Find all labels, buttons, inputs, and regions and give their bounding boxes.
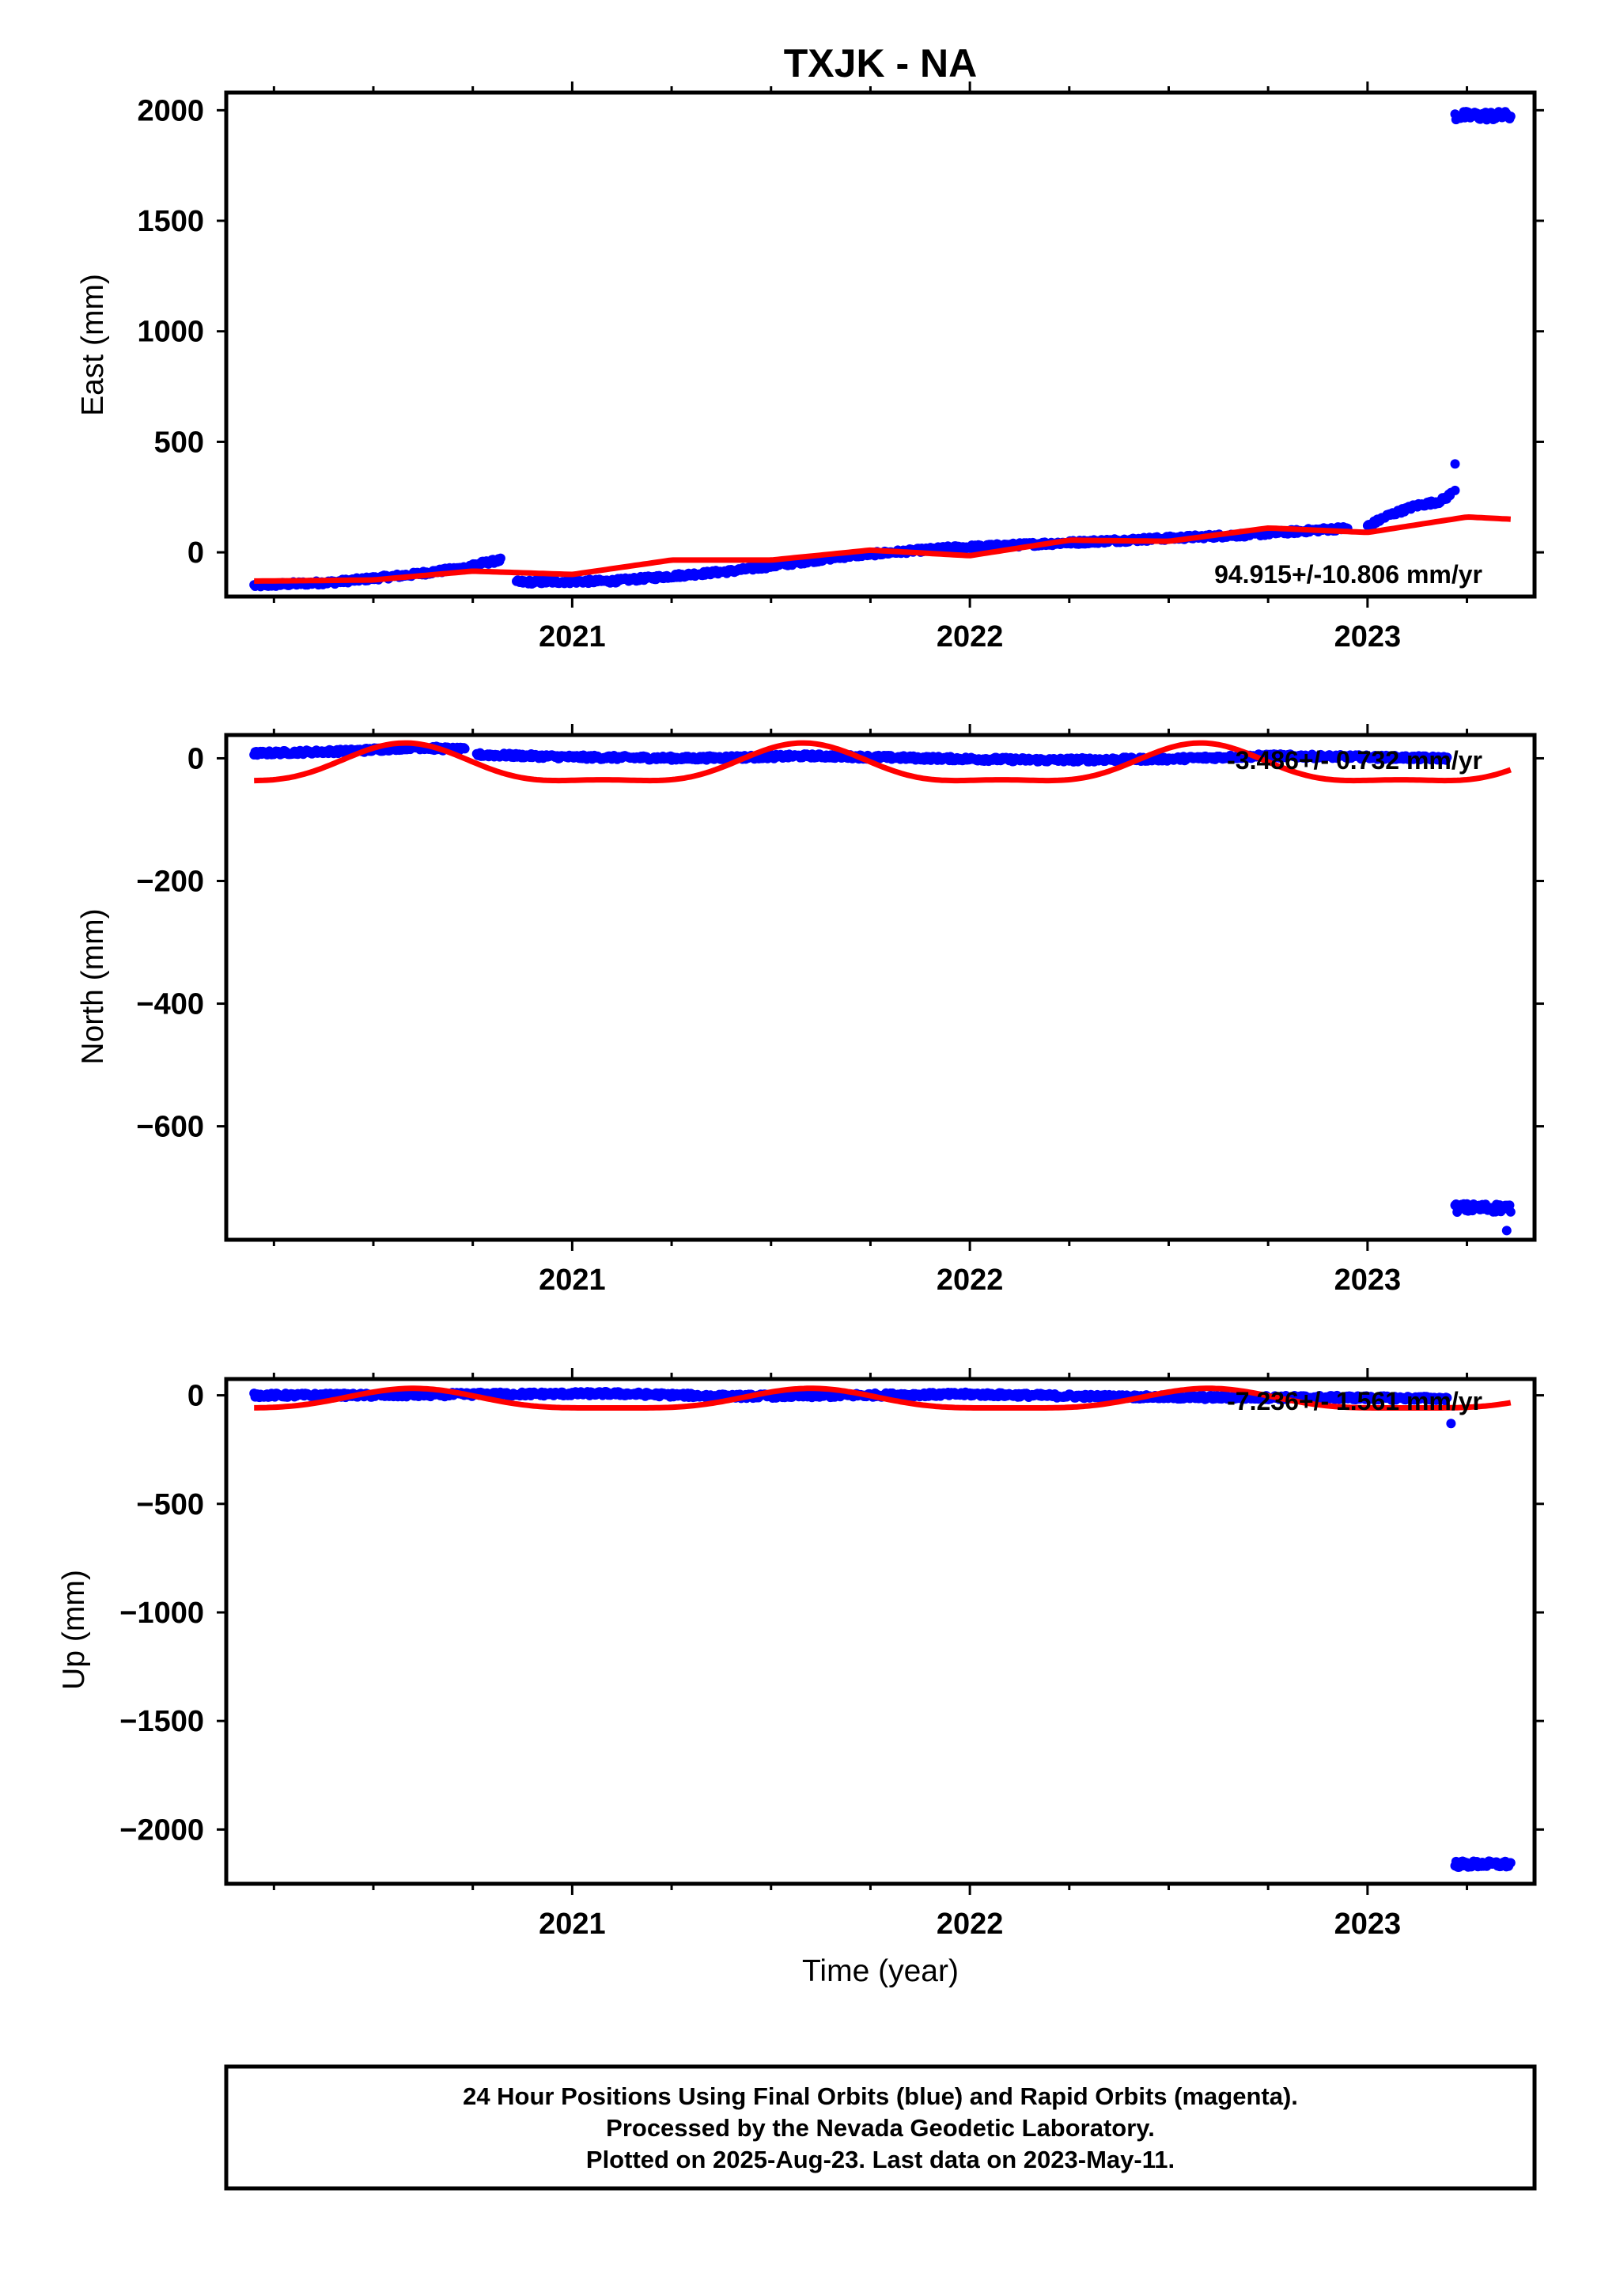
- east-outlier-point: [1450, 485, 1460, 495]
- east-outlier-point: [1450, 459, 1460, 469]
- north-plot-frame: [224, 733, 1537, 1242]
- north-ytick-label: −200: [136, 866, 204, 899]
- north-ytick-label: −400: [136, 988, 204, 1021]
- east-points: [249, 107, 1516, 592]
- up-ytick-label: 0: [187, 1380, 204, 1413]
- footer-line-1: 24 Hour Positions Using Final Orbits (bl…: [463, 2082, 1298, 2110]
- east-xtick-label: 2023: [1334, 620, 1402, 654]
- north-point: [1442, 752, 1452, 763]
- up-panel: Up (mm) 0 −500 −1000 −1500 −2000 2021 2022 2023…: [57, 1368, 1544, 1941]
- up-ytick-label: −500: [136, 1488, 204, 1521]
- footer-note: 24 Hour Positions Using Final Orbits (bl…: [224, 2064, 1537, 2191]
- up-outlier-point: [1446, 1419, 1456, 1429]
- east-rate-label: 94.915+/-10.806 mm/yr: [1214, 560, 1482, 589]
- north-xtick-label: 2021: [539, 1264, 606, 1297]
- up-plot-frame: [224, 1377, 1537, 1886]
- east-point: [495, 553, 505, 563]
- up-point: [1442, 1392, 1452, 1403]
- east-plot-frame: [224, 90, 1537, 599]
- time-axis-label: Time (year): [802, 1954, 959, 1988]
- up-xtick-label: 2022: [937, 1908, 1004, 1941]
- up-xtick-label: 2021: [539, 1908, 606, 1941]
- up-ytick-label: −1000: [119, 1597, 204, 1630]
- north-rate-label: -3.486+/- 0.732 mm/yr: [1227, 746, 1482, 775]
- north-outlier-point: [1501, 1226, 1512, 1236]
- east-panel: East (mm) 0 500 1000 1500 2000 2021 2022 2023 94…: [76, 81, 1544, 654]
- up-xtick-label: 2023: [1334, 1908, 1402, 1941]
- north-xtick-label: 2022: [937, 1264, 1004, 1297]
- up-cluster-point: [1505, 1858, 1516, 1868]
- up-axis-label: Up (mm): [57, 1570, 91, 1690]
- up-points: [249, 1387, 1516, 1872]
- up-ytick-label: −1500: [119, 1705, 204, 1738]
- north-axis-label: North (mm): [76, 908, 110, 1064]
- east-xtick-label: 2022: [937, 620, 1004, 654]
- east-cluster-point: [1505, 112, 1516, 121]
- east-ytick-label: 1000: [137, 316, 204, 349]
- east-ytick-label: 1500: [137, 205, 204, 238]
- north-points: [249, 741, 1516, 1236]
- north-ytick-label: −600: [136, 1111, 204, 1144]
- east-ytick-label: 500: [154, 426, 204, 459]
- north-panel: North (mm) 0 −200 −400 −600 2021 2022 2023 -3.4…: [76, 724, 1544, 1297]
- north-point: [460, 744, 470, 754]
- east-ytick-label: 2000: [137, 94, 204, 127]
- footer-frame: [224, 2064, 1537, 2191]
- north-xtick-label: 2023: [1334, 1264, 1402, 1297]
- footer-line-2: Processed by the Nevada Geodetic Laborat…: [606, 2114, 1155, 2142]
- up-rate-label: -7.236+/- 1.561 mm/yr: [1227, 1387, 1482, 1415]
- up-ytick-label: −2000: [119, 1813, 204, 1847]
- east-model-line: [254, 513, 1511, 584]
- north-ytick-label: 0: [187, 742, 204, 775]
- east-axis-label: East (mm): [76, 274, 110, 416]
- footer-line-3: Plotted on 2025-Aug-23. Last data on 202…: [586, 2146, 1175, 2173]
- figure-title: TXJK - NA: [784, 41, 977, 85]
- north-cluster-point: [1505, 1207, 1516, 1217]
- east-ytick-label: 0: [187, 536, 204, 570]
- east-xtick-label: 2021: [539, 620, 606, 654]
- up-model-line: [254, 1385, 1512, 1411]
- north-model-line: [254, 740, 1512, 784]
